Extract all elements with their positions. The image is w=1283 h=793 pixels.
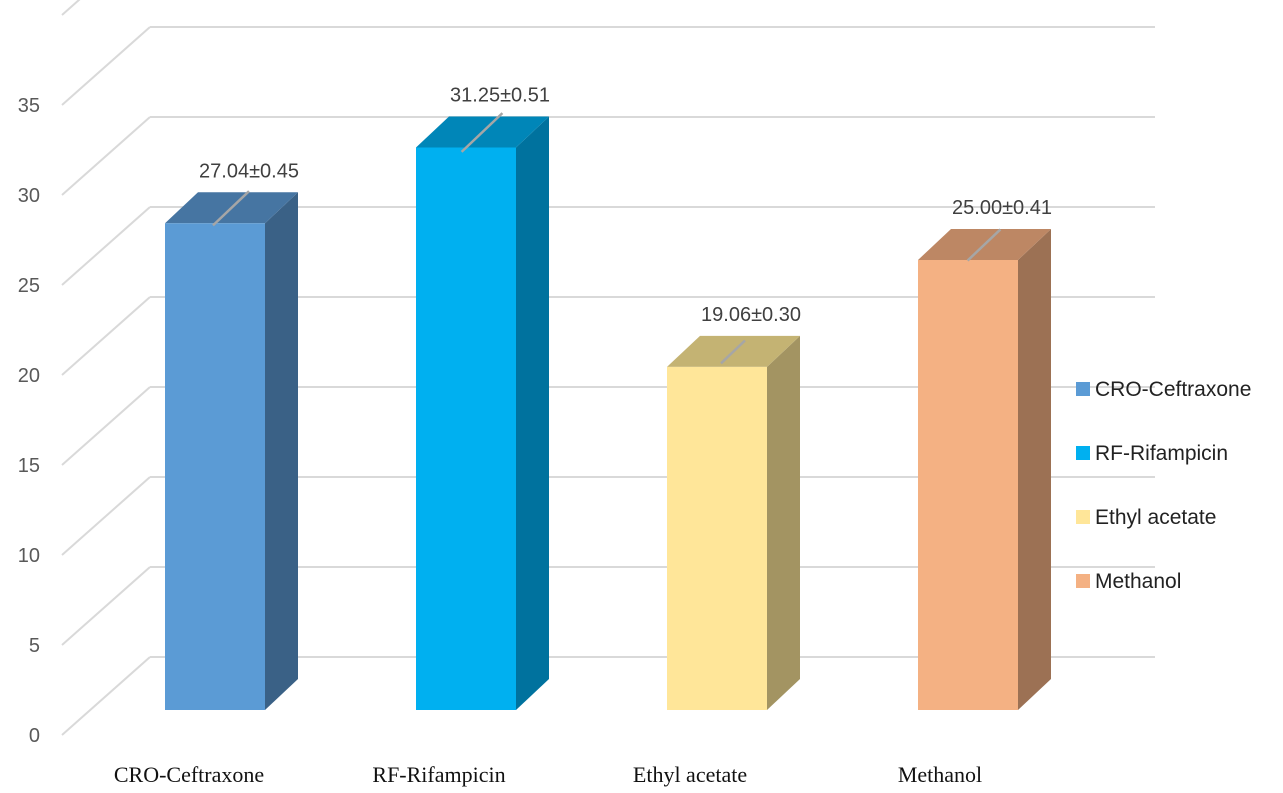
x-category-label: Methanol	[898, 762, 982, 787]
x-category-label: Ethyl acetate	[633, 762, 747, 787]
error-bar	[212, 190, 250, 227]
gridline-diagonal	[61, 476, 151, 556]
legend: CRO-Ceftraxone RF-Rifampicin Ethyl acetate…	[1076, 378, 1251, 593]
bar-front-face	[918, 260, 1018, 710]
gridline-diagonal	[61, 296, 151, 376]
bar	[667, 335, 800, 710]
y-tick-label: 10	[18, 545, 40, 567]
gridline-diagonal	[61, 566, 151, 646]
y-tick-label: 5	[29, 635, 40, 657]
gridline-diagonal	[61, 26, 151, 106]
gridline-diagonal	[61, 116, 151, 196]
gridline-diagonal	[61, 386, 151, 466]
data-labels: 27.04±0.45 31.25±0.51 19.06±0.30 25.00±0.41	[199, 85, 1052, 326]
legend-label: CRO-Ceftraxone	[1095, 378, 1251, 401]
bar	[165, 190, 298, 710]
bar-front-face	[667, 366, 767, 710]
bar-side-face	[516, 116, 549, 710]
bar-side-face	[1018, 229, 1051, 710]
data-label: 25.00±0.41	[952, 197, 1052, 219]
bar-side-face	[767, 335, 800, 710]
bar	[416, 112, 549, 710]
legend-label: Methanol	[1095, 570, 1181, 593]
bar-front-face	[165, 223, 265, 710]
y-axis-ticks: 0 5 10 15 20 25 30 35	[18, 95, 40, 747]
y-tick-label: 15	[18, 455, 40, 477]
error-bar	[966, 228, 1002, 262]
legend-swatch	[1076, 446, 1090, 460]
error-bar	[720, 339, 746, 365]
data-label: 19.06±0.30	[701, 304, 801, 326]
legend-swatch	[1076, 382, 1090, 396]
gridline-diagonal	[61, 0, 81, 16]
data-label: 27.04±0.45	[199, 160, 299, 182]
bars	[165, 112, 1051, 710]
legend-label: RF-Rifampicin	[1095, 442, 1228, 465]
legend-swatch	[1076, 510, 1090, 524]
legend-swatch	[1076, 574, 1090, 588]
x-category-label: RF-Rifampicin	[372, 762, 505, 787]
bar	[918, 228, 1051, 710]
data-label: 31.25±0.51	[450, 85, 550, 107]
legend-label: Ethyl acetate	[1095, 506, 1216, 529]
x-category-label: CRO-Ceftraxone	[114, 762, 264, 787]
x-axis-categories: CRO-Ceftraxone RF-Rifampicin Ethyl acetate…	[114, 762, 982, 787]
bar-front-face	[416, 147, 516, 710]
error-bar	[460, 112, 504, 153]
y-tick-label: 25	[18, 275, 40, 297]
y-tick-label: 35	[18, 95, 40, 117]
gridline-diagonal	[61, 206, 151, 286]
y-tick-label: 20	[18, 365, 40, 387]
bar-side-face	[265, 192, 298, 710]
y-tick-label: 0	[29, 725, 40, 747]
gridline-diagonal	[61, 656, 151, 736]
y-tick-label: 30	[18, 185, 40, 207]
